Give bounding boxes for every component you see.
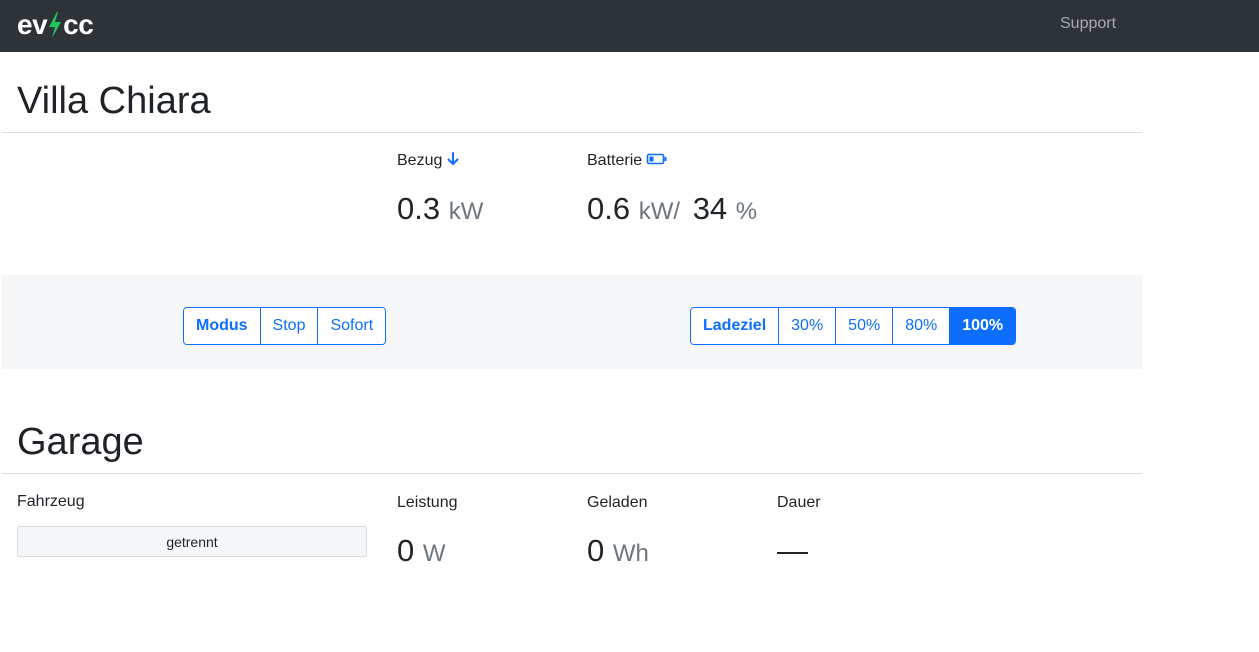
battery-stat: Batterie 0.6 kW/ 34 % (587, 151, 757, 227)
power-unit: W (422, 540, 446, 567)
grid-stat: Bezug 0.3 kW (397, 151, 483, 227)
support-link[interactable]: Support (1060, 15, 1117, 32)
charged-label: Geladen (587, 494, 648, 511)
mode-stop-button[interactable]: Stop (259, 308, 318, 344)
site-title: Villa Chiara (17, 80, 211, 122)
arrow-down-icon (446, 151, 460, 172)
battery-icon (646, 152, 668, 171)
power-value-row: 0 W (397, 533, 458, 569)
target-80-button[interactable]: 80% (892, 308, 950, 344)
brand-text-right: cc (63, 9, 94, 40)
mode-button-group: Modus Stop Sofort (183, 307, 387, 345)
vehicle-status-bar: getrennt (17, 526, 367, 557)
duration-label: Dauer (777, 494, 821, 511)
grid-power-unit: kW (448, 198, 484, 225)
brand-text-left: ev (17, 9, 48, 40)
divider (2, 473, 1142, 474)
battery-power-value: 0.6 (587, 191, 631, 226)
target-label-button[interactable]: Ladeziel (691, 308, 779, 344)
charged-value-row: 0 Wh (587, 533, 649, 569)
brand-logo[interactable]: ev cc (17, 9, 94, 41)
charged-value: 0 (587, 533, 605, 568)
charged-unit: Wh (612, 540, 649, 567)
vehicle-status-text: getrennt (166, 533, 218, 550)
target-100-button[interactable]: 100% (949, 308, 1016, 344)
power-stat: Leistung 0 W (397, 493, 458, 569)
charged-stat: Geladen 0 Wh (587, 493, 649, 569)
navbar: ev cc Support (0, 0, 1259, 52)
power-value: 0 (397, 533, 415, 568)
target-soc-button-group: Ladeziel 30% 50% 80% 100% (690, 307, 1017, 345)
grid-label: Bezug (397, 152, 443, 169)
target-50-button[interactable]: 50% (835, 308, 893, 344)
mode-sofort-button[interactable]: Sofort (317, 308, 386, 344)
lightning-bolt-icon (48, 11, 62, 39)
grid-power-value: 0.3 (397, 191, 441, 226)
battery-soc-unit: % (735, 198, 758, 225)
loadpoint-title: Garage (17, 421, 144, 463)
duration-value: — (777, 533, 808, 568)
target-30-button[interactable]: 30% (778, 308, 836, 344)
duration-value-row: — (777, 533, 821, 569)
battery-power-unit: kW (638, 198, 674, 225)
grid-label-row: Bezug (397, 151, 483, 171)
battery-value-row: 0.6 kW/ 34 % (587, 191, 757, 227)
duration-stat: Dauer — (777, 493, 821, 569)
battery-label: Batterie (587, 152, 643, 169)
battery-label-row: Batterie (587, 151, 757, 171)
mode-label-button[interactable]: Modus (184, 308, 260, 344)
power-label: Leistung (397, 494, 458, 511)
grid-value-row: 0.3 kW (397, 191, 483, 227)
vehicle-section: Fahrzeug getrennt (17, 493, 367, 557)
battery-separator: / (673, 198, 681, 225)
battery-soc-value: 34 (692, 191, 728, 226)
vehicle-label: Fahrzeug (17, 493, 85, 510)
divider (2, 132, 1142, 133)
